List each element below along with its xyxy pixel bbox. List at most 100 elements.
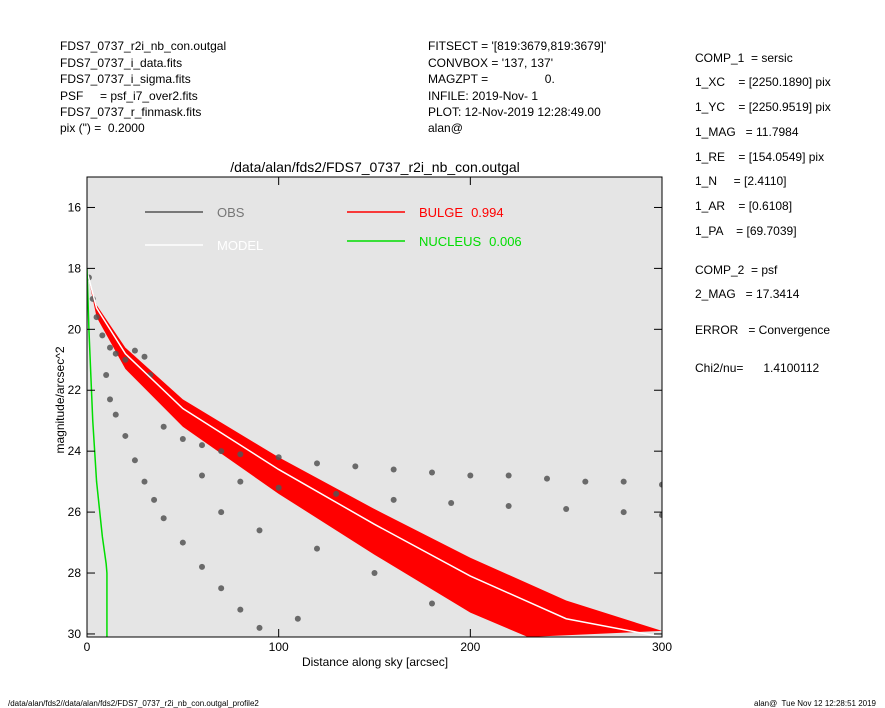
obs-point	[107, 344, 113, 351]
header-left-line: FDS7_0737_i_sigma.fits	[60, 72, 191, 86]
obs-point	[620, 478, 627, 485]
x-tick-label: 0	[84, 640, 91, 654]
y-tick-label: 30	[68, 627, 82, 641]
y-tick-label: 24	[68, 444, 82, 458]
obs-point	[582, 478, 589, 485]
header-left-line: pix (") = 0.2000	[60, 121, 145, 135]
obs-point	[314, 545, 320, 552]
header-middle-line: MAGZPT = 0.	[428, 72, 555, 86]
obs-point	[122, 356, 129, 363]
obs-point	[218, 509, 225, 516]
legend-label: MODEL	[217, 238, 263, 253]
legend-name: OBS	[217, 205, 245, 220]
legend-name: MODEL	[217, 238, 263, 253]
obs-point	[467, 472, 474, 479]
obs-point	[429, 600, 435, 607]
obs-point	[218, 585, 225, 592]
obs-point	[179, 435, 186, 442]
header-right-line: 1_MAG = 11.7984	[695, 125, 799, 139]
obs-point	[429, 469, 435, 476]
header-right-line: ERROR = Convergence	[695, 323, 830, 337]
x-tick-label: 200	[460, 640, 480, 654]
legend-label: OBS	[217, 205, 245, 220]
obs-point	[112, 411, 119, 418]
header-left-line: FDS7_0737_r_finmask.fits	[60, 105, 201, 119]
header-right-line: 1_AR = [0.6108]	[695, 199, 792, 213]
obs-point	[659, 512, 662, 519]
obs-point	[99, 332, 106, 339]
legend-name: BULGE	[419, 205, 463, 220]
obs-point	[179, 539, 186, 546]
obs-point	[131, 457, 138, 464]
x-axis-label: Distance along sky [arcsec]	[302, 655, 448, 669]
obs-point	[448, 499, 455, 506]
footer-right: alan@ Tue Nov 12 12:28:51 2019	[754, 699, 877, 708]
header-right-line: 1_RE = [154.0549] pix	[695, 150, 824, 164]
obs-point	[199, 472, 205, 479]
header-left-line: FDS7_0737_r2i_nb_con.outgal	[60, 39, 226, 53]
obs-point	[333, 490, 340, 497]
header-middle-line: FITSECT = '[819:3679,819:3679]'	[428, 39, 606, 53]
obs-point	[314, 460, 320, 467]
chart-title: /data/alan/fds2/FDS7_0737_r2i_nb_con.out…	[230, 159, 520, 175]
header-middle-line: CONVBOX = '137, 137'	[428, 56, 553, 70]
header-middle-line: INFILE: 2019-Nov- 1	[428, 89, 538, 103]
obs-point	[112, 350, 119, 357]
obs-point	[275, 454, 282, 461]
obs-point	[505, 472, 512, 479]
obs-point	[199, 563, 205, 570]
header-right-line: 1_YC = [2250.9519] pix	[695, 100, 831, 114]
obs-point	[237, 478, 244, 485]
y-tick-label: 22	[68, 383, 82, 397]
obs-point	[160, 515, 167, 522]
y-tick-label: 18	[68, 261, 82, 275]
y-axis-label: magnitude/arcsec^2	[53, 346, 67, 453]
obs-point	[151, 496, 158, 503]
obs-point	[122, 432, 129, 439]
obs-point	[237, 606, 244, 613]
y-tick-label: 16	[68, 200, 82, 214]
obs-point	[199, 442, 205, 449]
obs-point	[371, 570, 378, 577]
y-tick-label: 26	[68, 505, 82, 519]
header-right-line: Chi2/nu= 1.4100112	[695, 361, 820, 375]
x-tick-label: 100	[269, 640, 289, 654]
obs-point	[256, 624, 263, 631]
obs-point	[505, 503, 512, 510]
header-left-line: PSF = psf_i7_over2.fits	[60, 89, 198, 103]
header-middle-line: PLOT: 12-Nov-2019 12:28:49.00	[428, 105, 601, 119]
header-right-line: 1_XC = [2250.1890] pix	[695, 75, 831, 89]
plot-content	[87, 268, 662, 637]
obs-point	[218, 448, 225, 455]
obs-point	[390, 466, 397, 473]
legend-fraction: 0.006	[489, 234, 522, 249]
legend-fraction: 0.994	[471, 205, 504, 220]
plot-frame	[86, 176, 663, 638]
y-tick-label: 20	[68, 322, 82, 336]
y-tick-label: 28	[68, 566, 82, 580]
header-right-line: COMP_1 = sersic	[695, 51, 793, 65]
profile-line	[87, 271, 662, 637]
obs-point	[141, 478, 148, 485]
obs-point	[620, 509, 627, 516]
obs-point	[544, 475, 550, 482]
profile-line	[87, 268, 108, 637]
obs-point	[294, 615, 301, 622]
obs-point	[93, 314, 100, 321]
legend-label: BULGE 0.994	[419, 205, 504, 220]
header-left-line: FDS7_0737_i_data.fits	[60, 56, 182, 70]
obs-point	[256, 527, 263, 534]
header-right-line: 2_MAG = 17.3414	[695, 287, 800, 301]
obs-point	[103, 372, 110, 379]
obs-point	[563, 506, 570, 513]
obs-point	[659, 481, 662, 488]
legend-name: NUCLEUS	[419, 234, 481, 249]
header-right-line: 1_PA = [69.7039]	[695, 224, 797, 238]
obs-point	[141, 353, 148, 360]
obs-point	[275, 484, 282, 491]
header-middle-line: alan@	[428, 121, 463, 135]
obs-point	[107, 396, 113, 403]
header-right-line: 1_N = [2.4110]	[695, 174, 787, 188]
obs-point	[390, 496, 397, 503]
